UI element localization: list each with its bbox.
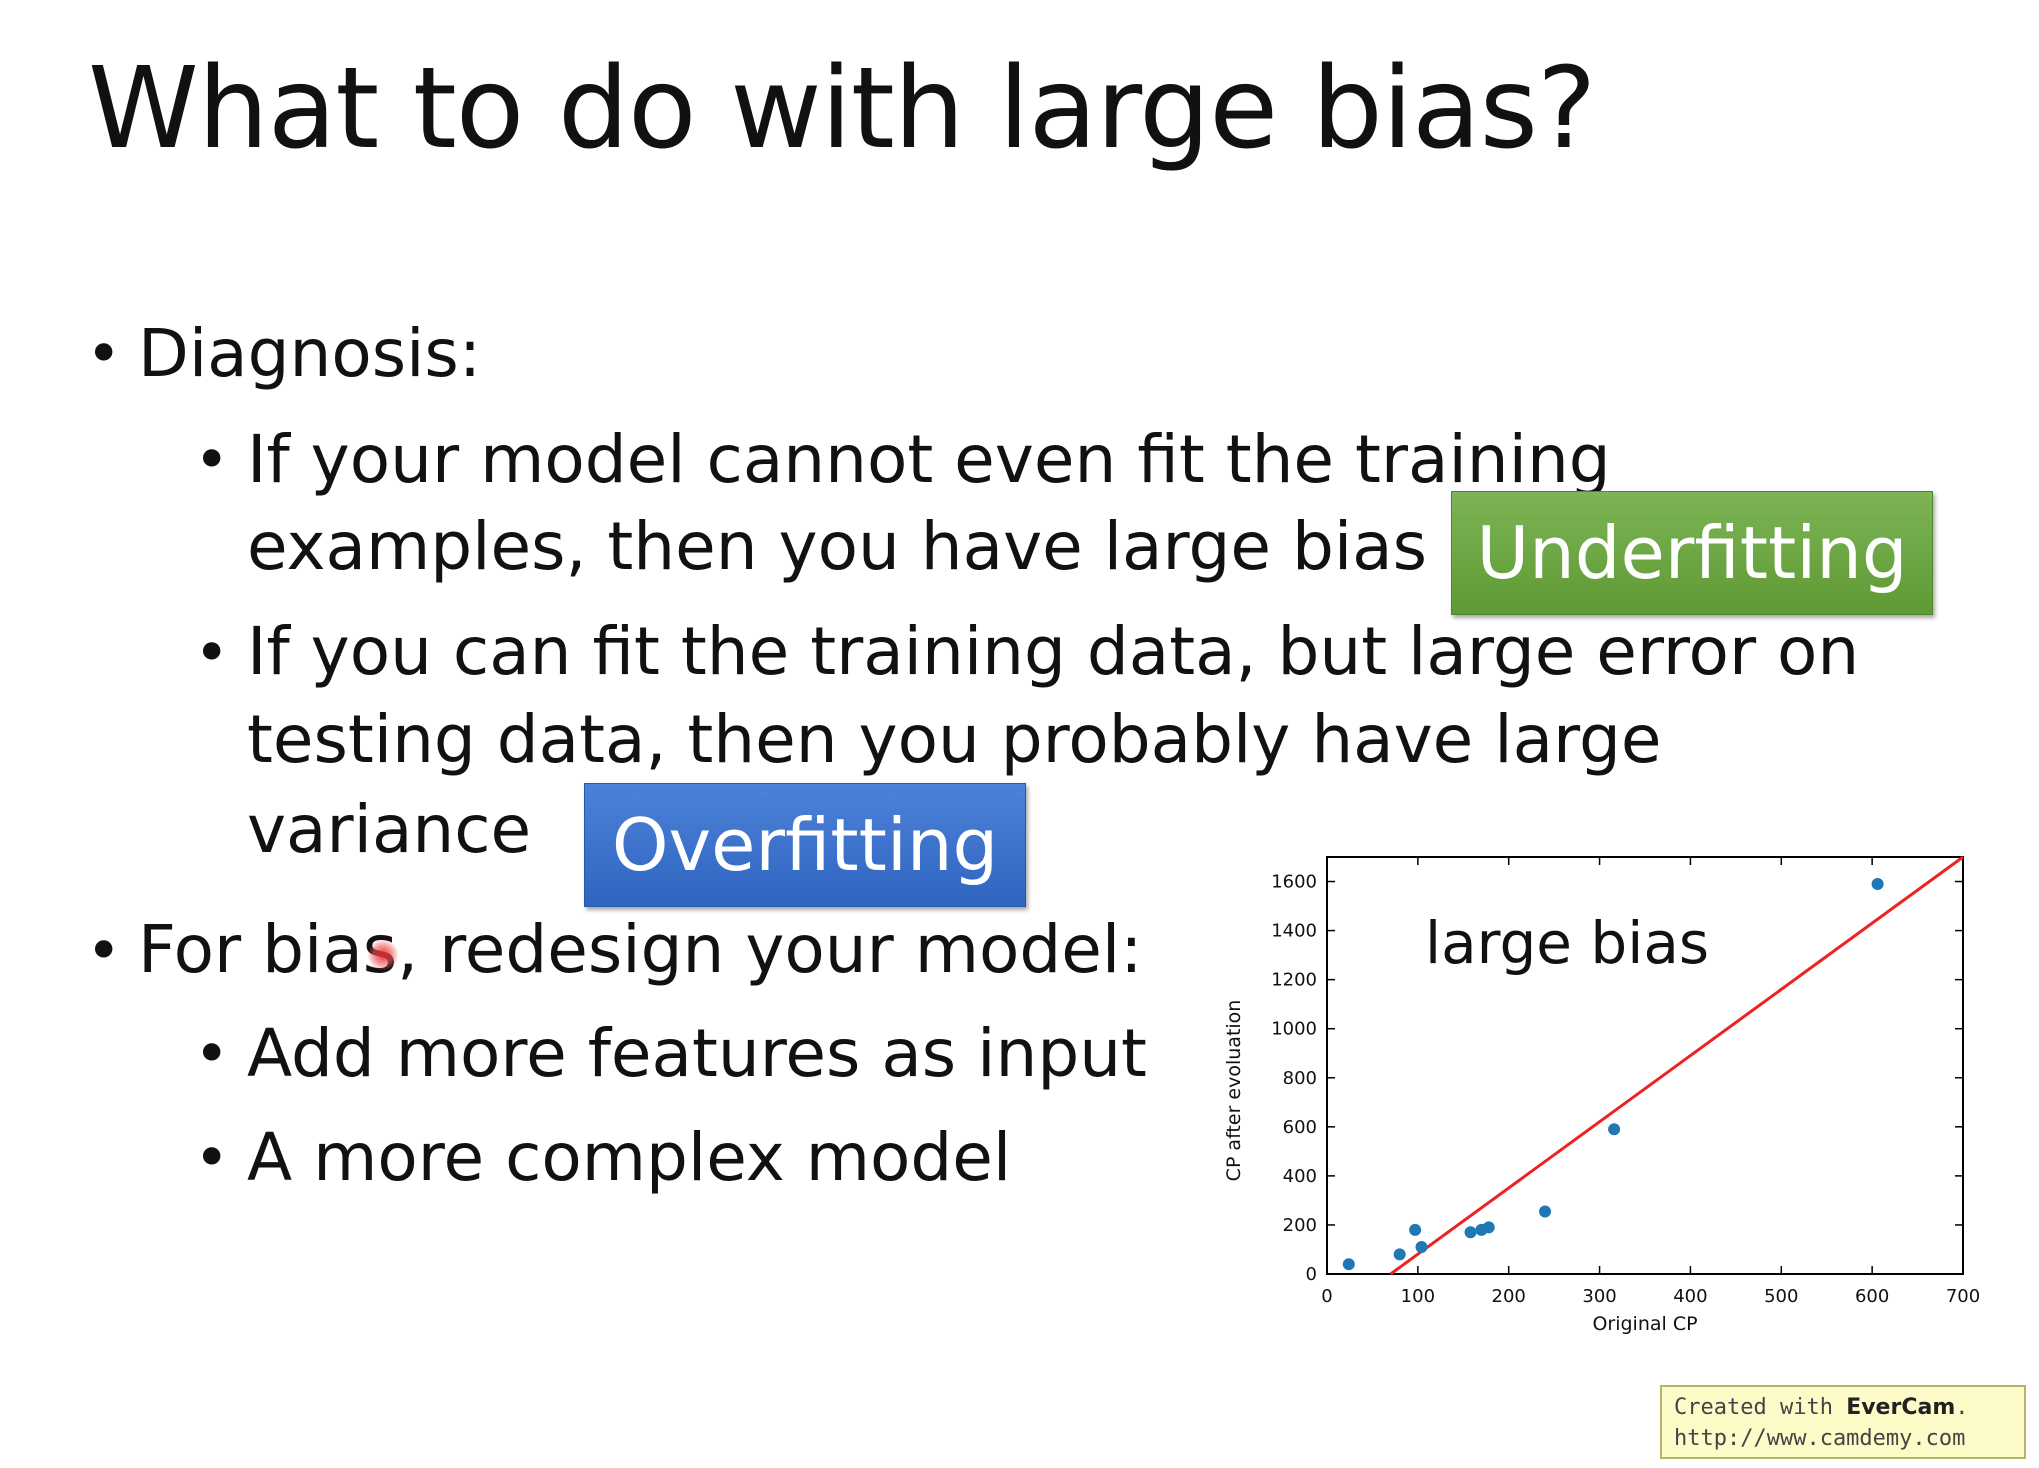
y-tick-label: 1600 xyxy=(1271,872,1317,893)
plot-frame xyxy=(1326,856,1964,1275)
x-tick-label: 100 xyxy=(1401,1286,1435,1307)
data-point xyxy=(1608,1123,1621,1136)
bullet-item2: • xyxy=(194,1123,230,1193)
watermark-line1: Created with EverCam. xyxy=(1674,1393,2012,1424)
data-point xyxy=(1482,1221,1495,1234)
point2-line2: testing data, then you probably have lar… xyxy=(247,701,1662,778)
watermark-suffix: . xyxy=(1955,1395,1969,1420)
y-tick-label: 800 xyxy=(1283,1068,1317,1089)
y-tick-label: 0 xyxy=(1306,1264,1317,1285)
x-tick-label: 200 xyxy=(1492,1286,1526,1307)
data-point xyxy=(1871,877,1884,890)
watermark-prefix: Created with xyxy=(1674,1395,1847,1420)
y-tick-label: 400 xyxy=(1283,1166,1317,1187)
point1-line1: If your model cannot even fit the traini… xyxy=(247,421,1611,498)
underfitting-badge: Underfitting xyxy=(1451,491,1933,615)
bullet-point2: • xyxy=(194,618,230,688)
point2-line3: variance xyxy=(247,791,532,868)
watermark-brand: EverCam xyxy=(1846,1395,1956,1420)
remedy-heading: For bias, redesign your model: xyxy=(138,911,1143,988)
data-point xyxy=(1393,1248,1406,1261)
point1-line2: examples, then you have large bias xyxy=(247,508,1428,585)
slide-title: What to do with large bias? xyxy=(88,44,1596,174)
y-tick-label: 1000 xyxy=(1271,1019,1317,1040)
scatter-chart: 0 100 200 300 400 500 600 700 0 200 400 600 800 1000 1… xyxy=(1223,855,1980,1335)
x-tick-label: 400 xyxy=(1673,1286,1707,1307)
bullet-diagnosis: • xyxy=(86,319,122,389)
remedy-item1: Add more features as input xyxy=(247,1015,1147,1092)
y-tick-label: 200 xyxy=(1283,1215,1317,1236)
x-axis-label: Original CP xyxy=(1592,1313,1697,1335)
remedy-item2: A more complex model xyxy=(247,1119,1012,1196)
y-axis-label: CP after evoluation xyxy=(1223,1000,1245,1182)
x-tick-label: 500 xyxy=(1764,1286,1798,1307)
bullet-remedy: • xyxy=(86,916,122,986)
data-point xyxy=(1415,1241,1428,1254)
x-tick-label: 0 xyxy=(1321,1286,1332,1307)
data-point xyxy=(1342,1258,1355,1271)
diagnosis-heading: Diagnosis: xyxy=(138,315,482,392)
x-tick-label: 600 xyxy=(1855,1286,1889,1307)
evercam-watermark: Created with EverCam. http://www.camdemy… xyxy=(1660,1385,2026,1459)
x-tick-label: 700 xyxy=(1946,1286,1980,1307)
point2-line1: If you can fit the training data, but la… xyxy=(247,613,1860,690)
watermark-url: http://www.camdemy.com xyxy=(1674,1425,1966,1451)
y-tick-label: 600 xyxy=(1283,1117,1317,1138)
pointer-highlight xyxy=(368,940,398,970)
fit-line xyxy=(1389,855,1964,1276)
bullet-item1: • xyxy=(194,1019,230,1089)
x-tick-label: 300 xyxy=(1582,1286,1616,1307)
chart-annotation: large bias xyxy=(1425,909,1709,977)
bullet-point1: • xyxy=(194,425,230,495)
data-point xyxy=(1409,1223,1422,1236)
data-point xyxy=(1539,1205,1552,1218)
overfitting-badge: Overfitting xyxy=(584,783,1026,907)
y-tick-label: 1200 xyxy=(1271,970,1317,991)
y-tick-label: 1400 xyxy=(1271,921,1317,942)
data-point xyxy=(1464,1226,1477,1239)
